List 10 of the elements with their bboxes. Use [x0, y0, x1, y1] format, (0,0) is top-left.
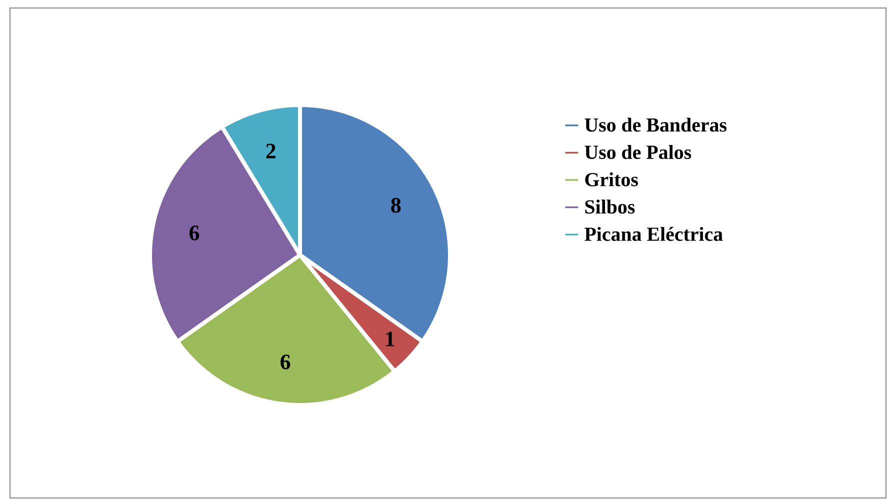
- data-label: 6: [280, 354, 290, 370]
- data-label: 2: [266, 144, 276, 158]
- legend-label: Uso de Banderas: [584, 118, 726, 132]
- data-label: 6: [190, 226, 200, 240]
- legend-label: Silbos: [585, 200, 635, 214]
- legend-label: Uso de Palos: [584, 145, 692, 160]
- data-label: 8: [391, 198, 401, 213]
- legend-label: Picana Eléctrica: [584, 226, 723, 241]
- data-label: 1: [386, 332, 394, 346]
- legend-label: Gritos: [585, 172, 638, 186]
